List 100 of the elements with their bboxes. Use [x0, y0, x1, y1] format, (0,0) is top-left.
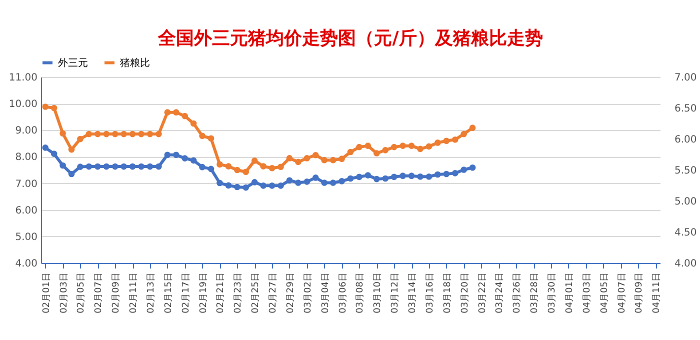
x-tick-label: 03月26日: [512, 272, 523, 314]
point: [60, 130, 66, 137]
y-tick-label: 7.00: [15, 178, 38, 190]
x-tick-label: 02月13日: [146, 272, 156, 314]
point: [112, 130, 118, 138]
point: [50, 104, 58, 112]
point: [242, 168, 250, 176]
point: [77, 136, 84, 142]
x-tick-label: 04月11日: [652, 272, 662, 314]
point: [434, 140, 441, 146]
point: [469, 124, 476, 131]
y-tick-label: 10.00: [8, 99, 38, 110]
point: [278, 182, 284, 189]
x-tick-label: 03月04日: [320, 272, 331, 314]
x-tick-label: 02月09日: [112, 272, 122, 314]
point: [199, 132, 206, 140]
point: [260, 163, 266, 170]
point: [286, 155, 293, 162]
y-tick-label: 5.00: [15, 232, 38, 243]
x-tick-label: 04月07日: [617, 272, 628, 314]
point: [408, 142, 415, 149]
point: [138, 130, 144, 138]
x-tick-label: 02月07日: [94, 272, 104, 314]
point: [400, 172, 406, 179]
x-tick-label: 04月03日: [582, 272, 592, 314]
point: [321, 156, 328, 164]
x-tick-label: 02月17日: [181, 272, 192, 314]
x-tick-label: 02月15日: [164, 272, 174, 314]
point: [443, 138, 450, 144]
x-tick-label: 03月06日: [338, 272, 348, 314]
point: [460, 130, 467, 138]
point: [330, 156, 336, 164]
point: [146, 130, 154, 138]
point: [94, 163, 101, 170]
point: [408, 172, 415, 179]
point: [190, 120, 197, 127]
point: [129, 163, 136, 170]
point: [278, 164, 284, 170]
point: [199, 164, 206, 170]
legend-label: 猪粮比: [120, 56, 150, 69]
x-tick-label: 04月01日: [564, 272, 575, 314]
x-tick-label: 02月21日: [216, 272, 226, 314]
point: [68, 170, 75, 178]
point: [251, 158, 258, 164]
point: [312, 174, 319, 181]
x-tick-label: 03月14日: [408, 272, 418, 314]
point: [426, 143, 432, 150]
point: [234, 184, 240, 190]
point: [426, 173, 432, 180]
point: [164, 152, 171, 158]
point: [312, 152, 319, 158]
point: [251, 179, 258, 186]
point: [120, 130, 127, 138]
x-tick-label: 04月09日: [634, 272, 645, 314]
point: [330, 180, 336, 186]
chart-title: 全国外三元猪均价走势图（元/斤）及猪粮比走势: [157, 28, 543, 49]
x-tick-label: 03月28日: [530, 272, 540, 314]
point: [208, 166, 214, 172]
y2-tick-label: 5.50: [674, 166, 697, 176]
y-tick-label: 9.00: [15, 126, 38, 137]
point: [156, 130, 162, 138]
x-tick-label: 03月18日: [442, 272, 453, 314]
point: [434, 171, 441, 178]
x-tick-label: 03月08日: [356, 272, 366, 314]
y-tick-label: 8.00: [15, 152, 38, 164]
point: [42, 144, 49, 151]
y-tick-label: 6.00: [15, 205, 38, 216]
point: [338, 156, 345, 162]
point: [146, 163, 154, 170]
x-tick-label: 03月10日: [373, 272, 384, 314]
point: [164, 109, 171, 116]
legend-label: 外三元: [58, 58, 88, 69]
y2-tick-label: 4.50: [674, 228, 697, 238]
point: [112, 163, 118, 170]
point: [364, 142, 372, 149]
point: [443, 170, 450, 178]
y-tick-label: 4.00: [15, 258, 38, 270]
x-tick-label: 02月23日: [234, 272, 244, 314]
point: [338, 178, 345, 184]
point: [268, 164, 276, 172]
point: [304, 178, 310, 185]
point: [347, 175, 354, 182]
x-tick-label: 03月20日: [460, 272, 470, 314]
point: [452, 136, 458, 143]
point: [216, 161, 223, 168]
x-tick-label: 03月30日: [548, 272, 558, 314]
point: [42, 104, 49, 110]
point: [373, 150, 380, 156]
point: [304, 155, 310, 162]
x-tick-label: 03月16日: [425, 272, 436, 314]
point: [138, 163, 144, 170]
x-tick-label: 02月29日: [286, 272, 296, 314]
point: [469, 164, 476, 171]
x-tick-label: 02月19日: [198, 272, 209, 314]
point: [242, 184, 250, 191]
point: [86, 130, 92, 138]
point: [347, 148, 354, 156]
point: [295, 180, 302, 186]
x-tick-label: 03月22日: [478, 272, 488, 314]
point: [356, 174, 362, 180]
